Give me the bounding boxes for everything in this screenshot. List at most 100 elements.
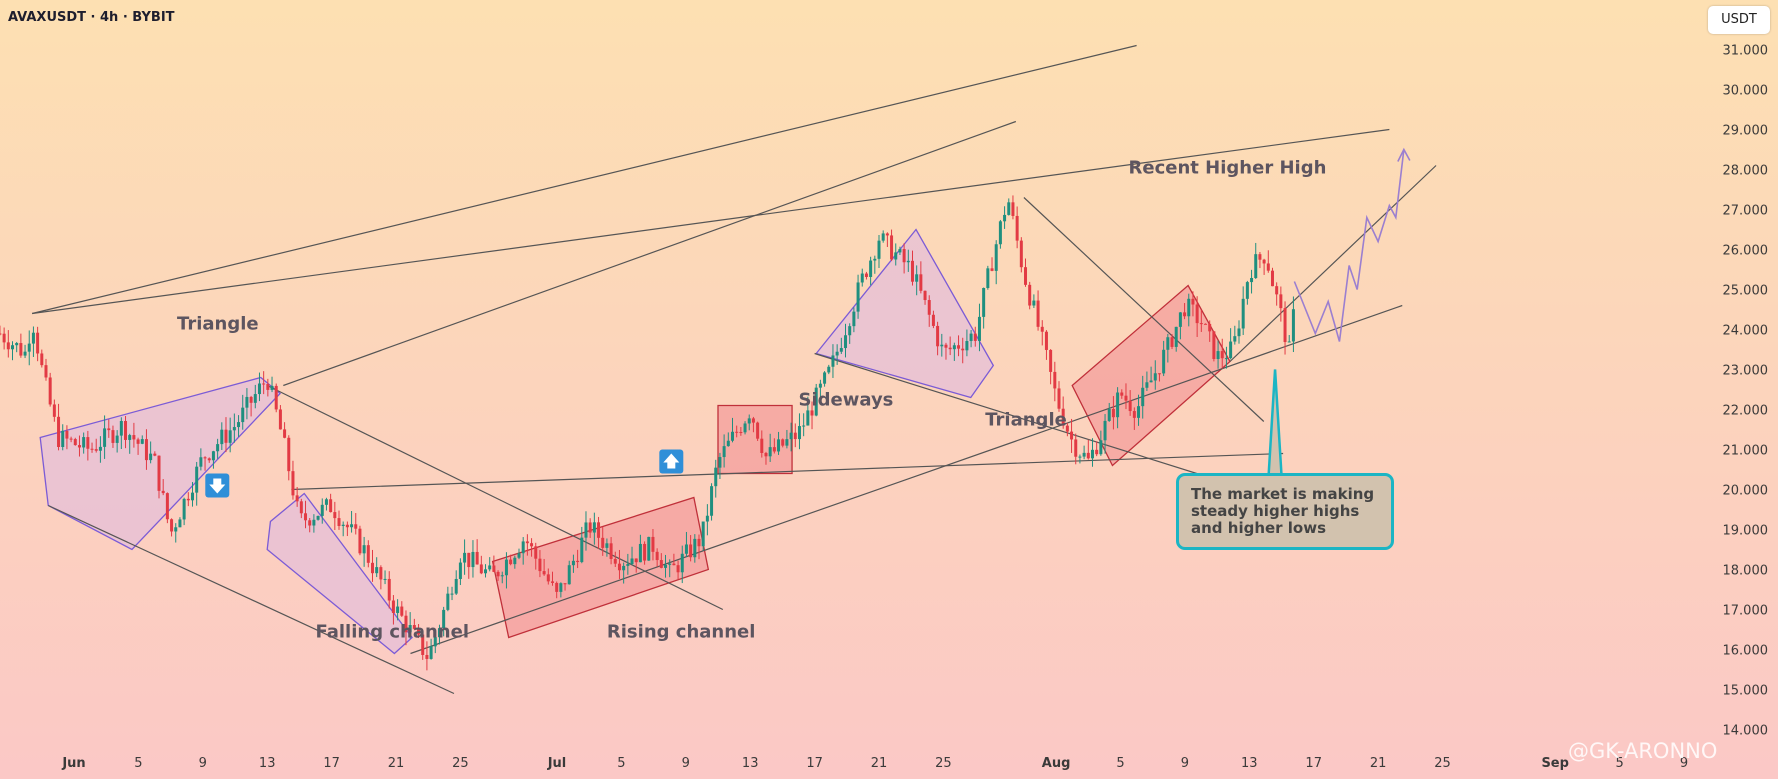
candle-body-152 bbox=[634, 558, 638, 563]
candle-body-133 bbox=[555, 582, 559, 592]
candle-body-171 bbox=[714, 467, 718, 487]
candle-body-180 bbox=[751, 418, 755, 423]
candle-body-27 bbox=[111, 430, 115, 443]
candle-body-281 bbox=[1174, 326, 1178, 347]
candle-body-242 bbox=[1011, 202, 1015, 216]
candle-body-212 bbox=[885, 233, 889, 236]
candle-body-128 bbox=[534, 546, 538, 559]
candle-body-108 bbox=[450, 593, 454, 595]
x-axis[interactable]: Jun 5 9 13 17 21 25 Jul 5 9 13 17 21 25 Aug 5 9 13 17 21 25 S… bbox=[61, 756, 1688, 771]
candle-body-19 bbox=[77, 445, 81, 448]
candle-body-87 bbox=[362, 545, 366, 554]
candle-body-90 bbox=[375, 567, 379, 574]
candle-body-75 bbox=[312, 519, 316, 526]
candle-body-80 bbox=[333, 512, 337, 519]
candle-body-253 bbox=[1057, 388, 1061, 409]
candle-body-38 bbox=[157, 455, 161, 491]
candle-body-166 bbox=[693, 538, 697, 558]
candle-body-164 bbox=[684, 544, 688, 554]
candle-body-107 bbox=[446, 593, 450, 610]
candle-body-54 bbox=[224, 429, 228, 443]
candle-body-78 bbox=[324, 499, 328, 505]
candle-body-173 bbox=[722, 446, 726, 458]
x-tick-label-8: 5 bbox=[617, 756, 625, 771]
candle-body-82 bbox=[341, 524, 345, 526]
candle-body-53 bbox=[220, 429, 224, 445]
candle-body-102 bbox=[425, 654, 429, 659]
candle-body-34 bbox=[140, 439, 144, 444]
candle-body-67 bbox=[278, 409, 282, 430]
candle-body-1 bbox=[2, 333, 6, 343]
candle-body-93 bbox=[387, 578, 391, 601]
candle-body-267 bbox=[1116, 392, 1120, 418]
candle-body-109 bbox=[454, 578, 458, 594]
candle-body-264 bbox=[1103, 420, 1107, 441]
candle-body-191 bbox=[797, 426, 801, 440]
candle-body-116 bbox=[484, 569, 488, 574]
candle-body-202 bbox=[844, 335, 848, 349]
candle-body-56 bbox=[232, 427, 236, 431]
candle-body-143 bbox=[597, 522, 601, 538]
candle-body-8 bbox=[31, 332, 35, 344]
candle-body-299 bbox=[1250, 278, 1254, 283]
candle-body-31 bbox=[128, 435, 132, 440]
candle-body-20 bbox=[82, 437, 86, 448]
candle-body-179 bbox=[747, 418, 751, 424]
candle-body-176 bbox=[735, 431, 739, 433]
candle-body-237 bbox=[990, 268, 994, 271]
candle-body-225 bbox=[940, 344, 944, 347]
candle-body-260 bbox=[1086, 452, 1090, 459]
candle-body-305 bbox=[1275, 286, 1279, 295]
y-tick-label-7: 24.000 bbox=[1723, 324, 1769, 339]
candle-body-63 bbox=[262, 383, 266, 385]
candle-body-142 bbox=[592, 522, 596, 533]
y-tick-label-2: 29.000 bbox=[1723, 124, 1769, 139]
candle-body-76 bbox=[316, 515, 320, 520]
candle-body-271 bbox=[1132, 411, 1136, 418]
currency-button[interactable]: USDT bbox=[1708, 6, 1770, 34]
candle-body-203 bbox=[848, 326, 852, 336]
candle-body-64 bbox=[266, 384, 270, 390]
candle-body-280 bbox=[1170, 337, 1174, 347]
candle-body-29 bbox=[119, 421, 123, 436]
candle-body-188 bbox=[785, 439, 789, 446]
candle-body-99 bbox=[412, 625, 416, 629]
candle-body-201 bbox=[839, 348, 843, 352]
candle-body-140 bbox=[584, 522, 588, 538]
candle-body-244 bbox=[1019, 240, 1023, 268]
candle-body-105 bbox=[437, 628, 441, 638]
candle-body-127 bbox=[530, 543, 534, 547]
candle-body-214 bbox=[894, 252, 898, 260]
x-tick-label-9: 9 bbox=[682, 756, 690, 771]
candle-body-291 bbox=[1216, 351, 1220, 360]
y-axis[interactable]: 31.000 30.000 29.000 28.000 27.000 26.000 25.0… bbox=[1723, 44, 1769, 739]
candle-body-37 bbox=[153, 453, 157, 456]
candle-body-308 bbox=[1287, 341, 1291, 343]
candle-body-219 bbox=[915, 274, 919, 282]
x-tick-label-21: Sep bbox=[1541, 756, 1569, 771]
candle-body-172 bbox=[718, 457, 722, 468]
candle-body-98 bbox=[408, 625, 412, 633]
candle-body-62 bbox=[257, 383, 261, 395]
candle-body-288 bbox=[1204, 323, 1208, 325]
candle-body-294 bbox=[1229, 341, 1233, 359]
x-tick-label-22: 5 bbox=[1615, 756, 1623, 771]
candle-body-95 bbox=[396, 606, 400, 613]
candle-body-248 bbox=[1036, 300, 1040, 327]
candle-body-26 bbox=[107, 428, 111, 431]
candle-body-169 bbox=[705, 515, 709, 522]
candle-body-227 bbox=[948, 347, 952, 350]
candle-body-195 bbox=[814, 387, 818, 416]
y-tick-label-11: 20.000 bbox=[1723, 484, 1769, 499]
candle-body-124 bbox=[517, 553, 521, 558]
candle-body-73 bbox=[304, 513, 308, 521]
candle-body-36 bbox=[149, 453, 153, 461]
candle-body-230 bbox=[961, 348, 965, 351]
candle-body-226 bbox=[944, 344, 948, 348]
candle-body-145 bbox=[605, 543, 609, 548]
y-tick-label-8: 23.000 bbox=[1723, 364, 1769, 379]
candle-body-13 bbox=[52, 404, 56, 417]
candle-body-304 bbox=[1270, 270, 1274, 287]
trendline-1 bbox=[31, 44, 1137, 315]
